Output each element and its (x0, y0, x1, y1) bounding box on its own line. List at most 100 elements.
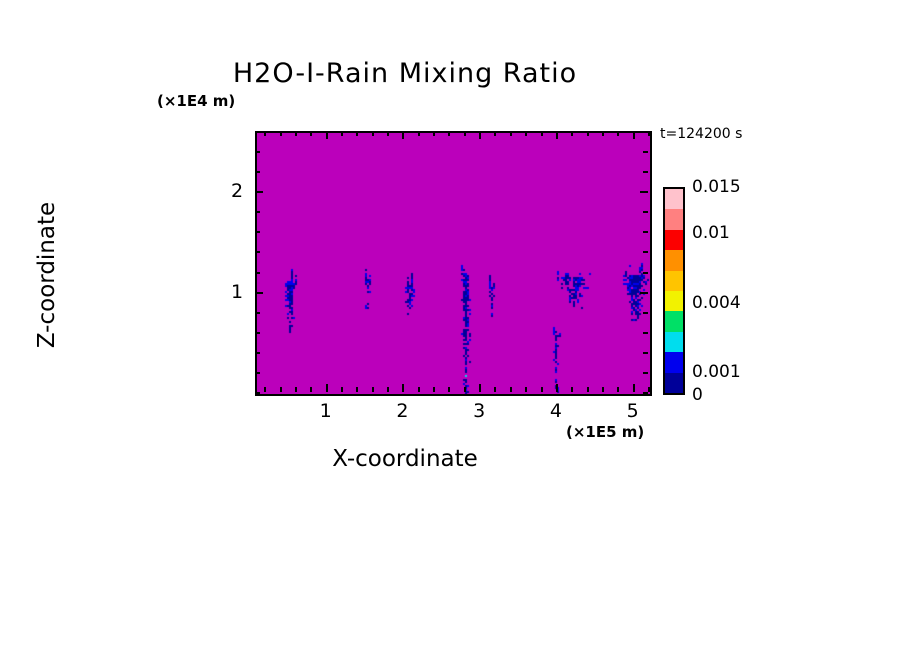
x-minor-tick (464, 387, 466, 392)
y-minor-tick-right (643, 392, 648, 394)
x-minor-tick-top (372, 131, 374, 136)
y-minor-tick (255, 312, 260, 314)
y-minor-tick (255, 211, 260, 213)
y-minor-tick (255, 231, 260, 233)
x-minor-tick (372, 387, 374, 392)
x-tick-label: 2 (396, 400, 409, 422)
y-minor-tick-right (643, 372, 648, 374)
y-axis-title: Z-coordinate (34, 201, 60, 349)
x-minor-tick-top (433, 131, 435, 136)
x-minor-tick (648, 387, 650, 392)
colorbar-band (665, 229, 683, 251)
x-minor-tick-top (571, 131, 573, 136)
x-minor-tick-top (525, 131, 527, 136)
x-minor-tick-top (648, 131, 650, 136)
x-minor-tick-top (587, 131, 589, 136)
chart-title-text: H2O-I-Rain Mixing Ratio (232, 58, 578, 89)
colorbar-tick-label: 0.001 (692, 361, 741, 382)
x-axis-title-text: X-coordinate (332, 446, 478, 472)
colorbar-band (665, 291, 683, 312)
x-minor-tick (448, 387, 450, 392)
x-minor-tick (525, 387, 527, 392)
y-minor-tick (255, 131, 260, 133)
colorbar-band (665, 270, 683, 292)
x-major-tick-top (479, 131, 481, 139)
y-minor-tick (255, 272, 260, 274)
y-minor-tick-right (643, 131, 648, 133)
colorbar-band (665, 209, 683, 230)
y-minor-tick-right (643, 332, 648, 334)
y-minor-tick-right (643, 272, 648, 274)
colorbar-band (665, 189, 683, 210)
x-major-tick-top (326, 131, 328, 139)
x-tick-label: 5 (626, 400, 639, 422)
x-minor-tick (510, 387, 512, 392)
y-minor-tick-right (643, 171, 648, 173)
y-minor-tick (255, 151, 260, 153)
x-minor-tick-top (280, 131, 282, 136)
x-axis-title: X-coordinate (0, 446, 904, 472)
chart-title: H2O-I-Rain Mixing Ratio (0, 58, 904, 89)
x-minor-tick-top (448, 131, 450, 136)
x-minor-tick-top (494, 131, 496, 136)
y-major-tick-right (640, 292, 648, 294)
x-minor-tick-top (387, 131, 389, 136)
y-minor-tick-right (643, 251, 648, 253)
colorbar-tick-label: 0.004 (692, 292, 741, 313)
y-major-tick-right (640, 191, 648, 193)
x-minor-tick-top (510, 131, 512, 136)
x-minor-tick-top (310, 131, 312, 136)
x-major-tick (633, 384, 635, 392)
x-major-tick-top (402, 131, 404, 139)
colorbar-tick-label: 0.01 (692, 223, 730, 244)
field-heatmap (257, 133, 650, 394)
y-major-tick (255, 191, 263, 193)
y-minor-tick (255, 332, 260, 334)
y-minor-tick-right (643, 312, 648, 314)
y-minor-tick (255, 352, 260, 354)
x-minor-tick (280, 387, 282, 392)
x-minor-tick-top (541, 131, 543, 136)
x-minor-tick-top (295, 131, 297, 136)
colorbar-band (665, 250, 683, 271)
x-minor-tick (587, 387, 589, 392)
x-minor-tick (310, 387, 312, 392)
y-major-tick (255, 292, 263, 294)
x-minor-tick-top (356, 131, 358, 136)
x-minor-tick (571, 387, 573, 392)
x-tick-label: 1 (319, 400, 332, 422)
colorbar-band (665, 311, 683, 332)
x-tick-label: 3 (473, 400, 486, 422)
colorbar-band (665, 352, 683, 373)
x-major-tick (479, 384, 481, 392)
x-minor-tick-top (264, 131, 266, 136)
x-minor-tick (295, 387, 297, 392)
x-major-tick-top (556, 131, 558, 139)
colorbar-tick-label: 0 (692, 385, 703, 405)
colorbar-band (665, 331, 683, 353)
y-minor-tick-right (643, 352, 648, 354)
plot-area (255, 131, 652, 396)
x-minor-tick (494, 387, 496, 392)
x-minor-tick-top (418, 131, 420, 136)
y-minor-tick-right (643, 151, 648, 153)
x-unit-label: (×1E5 m) (566, 423, 645, 441)
x-minor-tick (418, 387, 420, 392)
colorbar (663, 187, 685, 395)
x-minor-tick (341, 387, 343, 392)
x-major-tick-top (633, 131, 635, 139)
x-minor-tick (356, 387, 358, 392)
x-minor-tick (387, 387, 389, 392)
x-minor-tick (541, 387, 543, 392)
x-minor-tick (264, 387, 266, 392)
x-major-tick (556, 384, 558, 392)
colorbar-band (665, 372, 683, 394)
y-minor-tick-right (643, 231, 648, 233)
x-minor-tick-top (617, 131, 619, 136)
y-minor-tick (255, 251, 260, 253)
y-minor-tick (255, 171, 260, 173)
y-minor-tick (255, 392, 260, 394)
x-tick-label: 4 (549, 400, 562, 422)
colorbar-tick-label: 0.015 (692, 177, 741, 197)
